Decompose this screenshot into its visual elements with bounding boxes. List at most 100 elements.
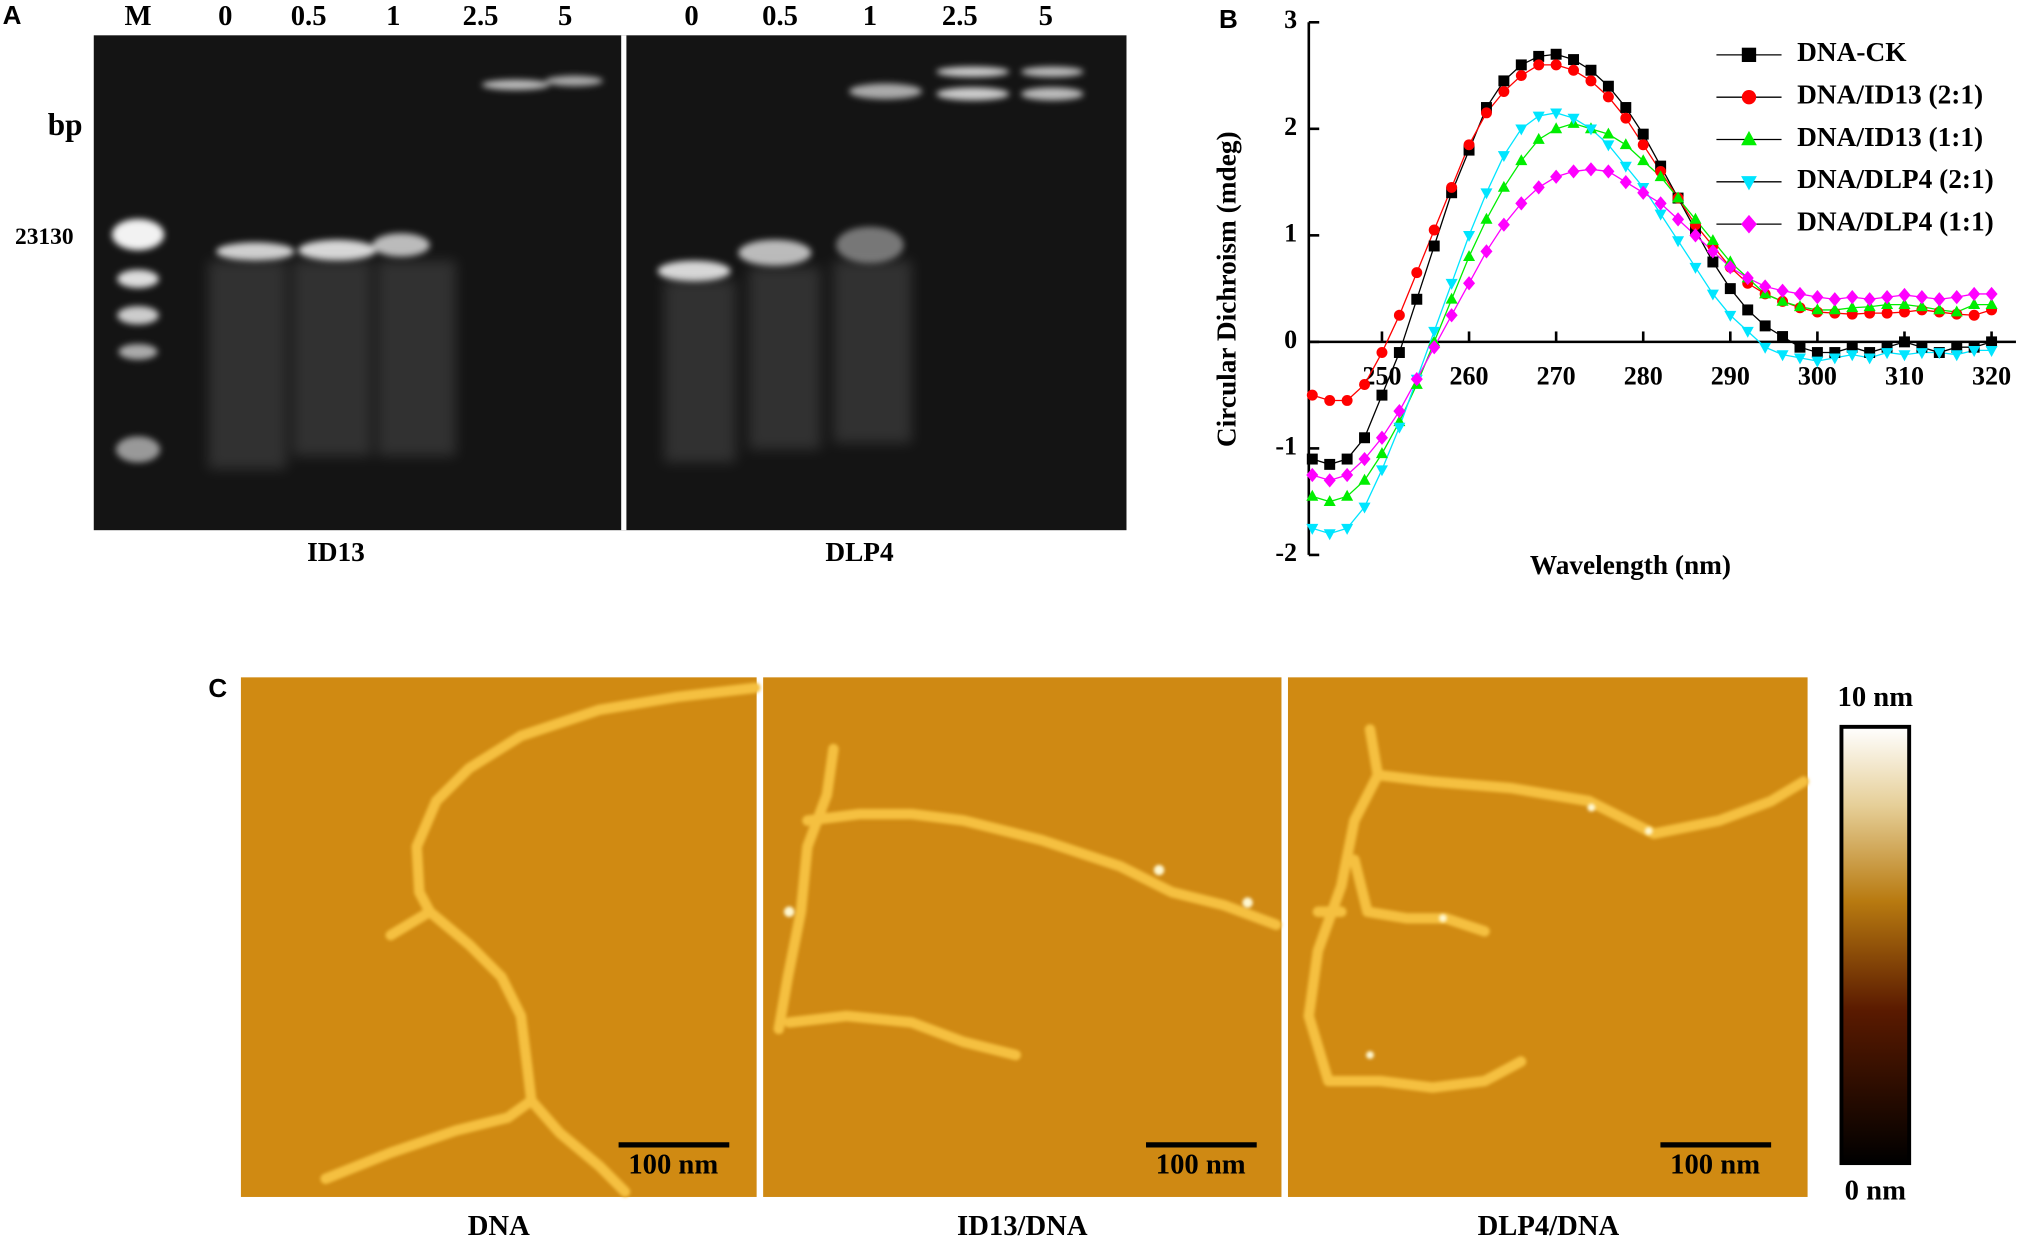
data-point [1341, 394, 1353, 406]
data-point [1306, 467, 1319, 483]
data-point [1898, 287, 1911, 303]
series-line [1312, 168, 1992, 482]
data-point [1706, 234, 1719, 246]
data-point [1846, 350, 1859, 362]
data-point [1654, 196, 1667, 211]
data-point [1950, 305, 1963, 317]
data-point [1463, 276, 1476, 291]
data-point [1602, 140, 1615, 152]
data-point [1550, 108, 1563, 120]
data-point [1375, 430, 1388, 445]
data-point [1776, 350, 1789, 362]
data-point [1393, 404, 1406, 419]
data-point [1428, 340, 1441, 355]
data-point [1341, 523, 1354, 535]
data-point [1568, 54, 1580, 66]
gel-group-label: ID13 [307, 537, 365, 567]
scale-bar-label: 100 nm [1670, 1149, 1760, 1181]
data-point [1759, 279, 1772, 294]
gel-lane-label: 5 [558, 0, 572, 32]
data-point [1881, 348, 1894, 360]
data-point [1497, 217, 1510, 232]
x-axis-label: Wavelength (nm) [1530, 550, 1731, 580]
data-point [1585, 64, 1597, 76]
gel-group-label: DLP4 [825, 537, 894, 567]
data-point [1863, 353, 1876, 365]
data-point [1585, 75, 1597, 87]
data-point [1393, 309, 1405, 321]
data-point [1811, 356, 1824, 368]
data-point [1985, 286, 1998, 302]
data-point [1672, 236, 1685, 248]
data-point [1881, 307, 1893, 319]
data-point [1672, 191, 1685, 203]
data-point [1619, 138, 1632, 150]
data-point [1445, 292, 1458, 304]
data-point [1777, 331, 1789, 343]
gel-lane-label: 0.5 [762, 0, 798, 32]
gel-image [93, 35, 1127, 531]
data-point [1341, 489, 1354, 501]
data-point [1863, 292, 1876, 307]
data-point [1864, 347, 1876, 358]
data-point [1793, 300, 1806, 312]
data-point [1393, 422, 1406, 434]
data-point [1515, 124, 1528, 136]
data-point [1323, 473, 1336, 488]
data-point [1759, 320, 1771, 332]
data-point [1794, 341, 1806, 353]
data-point [1968, 309, 1980, 321]
legend-label: DNA/ID13 (1:1) [1797, 122, 1983, 152]
legend-label: DNA/DLP4 (2:1) [1797, 164, 1994, 194]
data-point [1428, 224, 1440, 236]
data-point [1793, 353, 1806, 365]
data-point [1915, 348, 1928, 360]
data-point [1463, 250, 1476, 262]
data-point [1881, 290, 1894, 305]
afm-image [1287, 677, 1808, 1197]
data-point [1950, 350, 1963, 362]
data-point [1986, 336, 1998, 348]
data-point [1550, 122, 1563, 134]
data-point [1480, 188, 1493, 200]
afm-panel-label: DLP4/DNA [1478, 1210, 1620, 1242]
afm-image [763, 677, 1282, 1197]
y-tick-label: 1 [1284, 218, 1297, 247]
data-point [1497, 151, 1510, 163]
panel-label: C [208, 673, 227, 703]
legend-marker [1741, 176, 1757, 191]
data-point [1533, 59, 1545, 71]
data-point [1672, 212, 1685, 227]
gel-lane-label: 0 [218, 0, 232, 32]
data-point [1306, 523, 1319, 535]
data-point [1828, 292, 1841, 307]
series-line [1312, 64, 1992, 402]
data-point [1532, 180, 1545, 195]
afm-panel-label: DNA [468, 1210, 530, 1242]
gel-size-label: 23130 [15, 224, 74, 250]
data-point [1950, 290, 1963, 305]
gel-divider [621, 35, 627, 531]
data-point [1654, 170, 1667, 182]
data-point [1846, 301, 1859, 313]
data-point [1497, 180, 1510, 192]
data-point [1480, 212, 1493, 224]
data-point [1689, 262, 1702, 274]
gel-lanes: 0 0.5 1 2.5 5 0 0.5 1 2.5 5 [218, 0, 1053, 32]
data-point [1532, 132, 1545, 144]
colorbar-min-label: 0 nm [1845, 1175, 1906, 1207]
data-point [1498, 75, 1510, 87]
data-point [1480, 107, 1492, 119]
data-point [1550, 48, 1562, 60]
data-point [1376, 347, 1388, 358]
data-point [1445, 278, 1458, 290]
data-point [1637, 154, 1650, 166]
data-point [1411, 293, 1423, 305]
data-point [1410, 372, 1423, 387]
data-point [1568, 64, 1580, 76]
legend-label: DNA/ID13 (2:1) [1797, 79, 1983, 109]
data-point [1898, 298, 1911, 309]
series-line [1312, 112, 1992, 535]
data-point [1741, 326, 1754, 338]
data-point [1323, 495, 1336, 507]
